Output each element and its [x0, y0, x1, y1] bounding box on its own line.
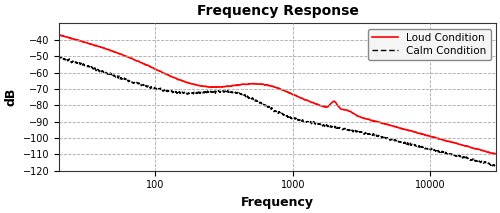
Title: Frequency Response: Frequency Response [196, 4, 358, 18]
Loud Condition [242, 83, 248, 86]
Legend: Loud Condition, Calm Condition: Loud Condition, Calm Condition [368, 29, 490, 60]
Calm Condition [242, 95, 248, 98]
Calm Condition [492, 165, 498, 167]
Loud Condition [493, 153, 499, 155]
Loud Condition [484, 151, 490, 153]
Calm Condition [493, 164, 499, 167]
Calm Condition [438, 150, 444, 152]
Line: Loud Condition: Loud Condition [59, 35, 496, 154]
Calm Condition [132, 81, 138, 83]
Loud Condition [438, 138, 444, 140]
Calm Condition [58, 56, 64, 58]
Loud Condition [56, 34, 62, 36]
Calm Condition [106, 72, 112, 75]
Loud Condition [492, 153, 498, 155]
Loud Condition [132, 59, 138, 61]
Calm Condition [56, 57, 62, 59]
Y-axis label: dB: dB [4, 88, 17, 106]
Line: Calm Condition: Calm Condition [59, 57, 496, 166]
Calm Condition [484, 163, 490, 165]
Loud Condition [224, 85, 230, 88]
X-axis label: Frequency: Frequency [241, 196, 314, 209]
Loud Condition [106, 49, 112, 51]
Loud Condition [56, 34, 62, 36]
Calm Condition [224, 91, 230, 94]
